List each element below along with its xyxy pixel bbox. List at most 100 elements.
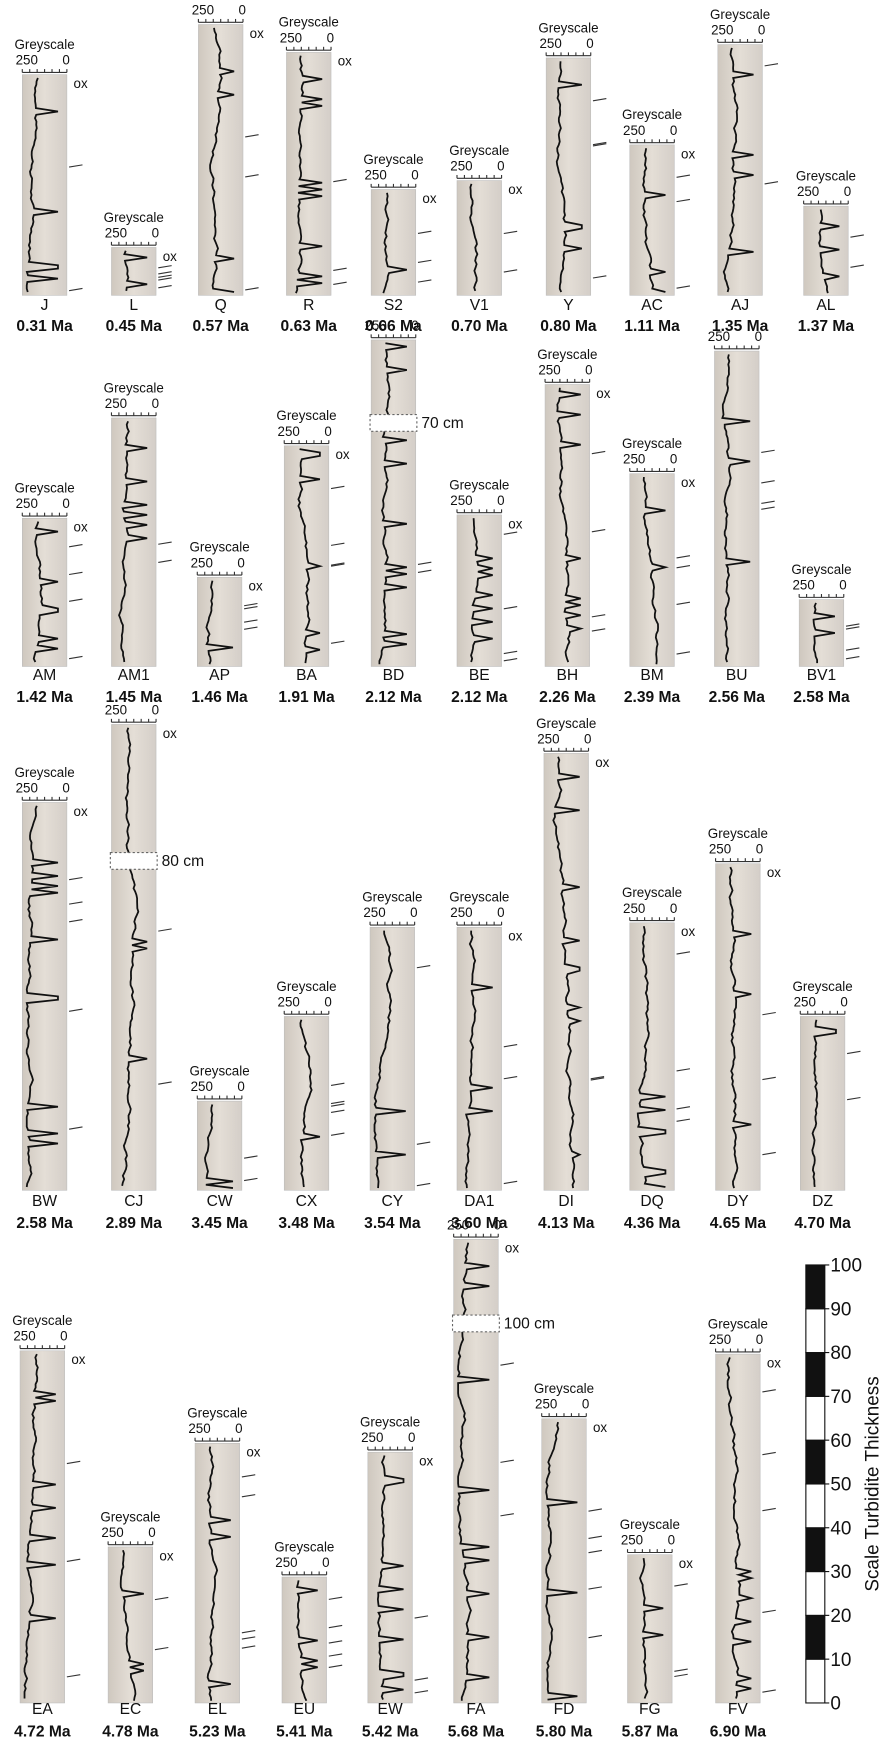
greyscale-trace bbox=[556, 387, 585, 663]
greyscale-trace bbox=[728, 866, 752, 1189]
axis-tick-label: 250 bbox=[623, 452, 645, 467]
turbidite-arrow bbox=[591, 528, 606, 533]
core-name: AL bbox=[816, 297, 835, 314]
axis-tick-label: 0 bbox=[584, 731, 591, 746]
turbidite-arrow bbox=[588, 1535, 602, 1539]
core-age: 0.66 Ma bbox=[365, 318, 422, 335]
turbidite-arrow bbox=[158, 928, 172, 932]
turbidite-arrow bbox=[241, 1630, 256, 1634]
turbidite-arrow bbox=[676, 174, 691, 178]
axis-tick-label: 0 bbox=[586, 36, 593, 51]
turbidite-arrow bbox=[503, 650, 518, 655]
core-age: 5.41 Ma bbox=[276, 1723, 333, 1740]
core-age: 3.54 Ma bbox=[364, 1215, 421, 1232]
core-age: 2.58 Ma bbox=[16, 1215, 73, 1232]
axis-tick-label: 0 bbox=[670, 901, 677, 916]
axis-tick-label: 250 bbox=[192, 2, 214, 17]
turbidite-arrow bbox=[69, 655, 83, 660]
axis-tick-label: 0 bbox=[497, 493, 504, 508]
turbidite-arrow bbox=[676, 1118, 691, 1122]
scale-segment bbox=[805, 1439, 826, 1485]
core-age: 2.56 Ma bbox=[709, 689, 766, 706]
greyscale-trace bbox=[25, 805, 59, 1188]
axis-tick-label: 0 bbox=[494, 1217, 501, 1232]
greyscale-trace bbox=[119, 1549, 145, 1701]
greyscale-trace bbox=[464, 930, 493, 1189]
turbidite-arrow bbox=[158, 1081, 172, 1085]
axis-title: Greyscale bbox=[791, 562, 851, 577]
core-image bbox=[456, 180, 502, 296]
turbidite-arrow bbox=[762, 1451, 776, 1456]
turbidite-arrow bbox=[847, 1050, 861, 1055]
core: 250 0 ox 100 cm FA 5.68 Ma bbox=[447, 1217, 555, 1740]
core-age: 1.35 Ma bbox=[712, 318, 769, 335]
axis-tick-label: 250 bbox=[101, 1525, 123, 1540]
core-image bbox=[194, 1443, 240, 1704]
axis-title: Greyscale bbox=[793, 979, 853, 994]
turbidite-arrow bbox=[158, 541, 172, 545]
core-image bbox=[367, 1451, 413, 1704]
axis-tick-label: 250 bbox=[538, 362, 560, 377]
axis-tick-label: 250 bbox=[535, 1397, 557, 1412]
turbidite-arrow bbox=[69, 598, 83, 602]
core-image bbox=[370, 189, 417, 296]
axis-title: Greyscale bbox=[15, 481, 75, 496]
turbidite-arrow bbox=[66, 1558, 81, 1563]
axis-tick-label: 0 bbox=[668, 1533, 675, 1548]
core: 250 0 BU 2.56 Ma bbox=[708, 329, 775, 706]
turbidite-arrow bbox=[845, 623, 860, 627]
core-image bbox=[798, 599, 845, 667]
greyscale-trace bbox=[812, 602, 835, 664]
axis-tick-label: 0 bbox=[324, 424, 331, 439]
turbidite-arrow bbox=[845, 647, 860, 651]
core-age: 3.60 Ma bbox=[451, 1215, 508, 1232]
turbidite-arrow bbox=[245, 174, 259, 178]
scale-tick-label: 20 bbox=[830, 1606, 851, 1627]
oxidation-label: ox bbox=[338, 54, 352, 69]
oxidation-label: ox bbox=[159, 1548, 173, 1563]
core-image bbox=[629, 922, 675, 1191]
axis-tick-label: 0 bbox=[237, 1079, 244, 1094]
core-name: DY bbox=[727, 1193, 749, 1210]
core-image bbox=[800, 1016, 846, 1191]
core-image bbox=[22, 802, 68, 1191]
core-name: FV bbox=[728, 1701, 749, 1718]
core-age: 4.78 Ma bbox=[102, 1723, 159, 1740]
axis-title: Greyscale bbox=[363, 152, 423, 167]
axis-tick-label: 0 bbox=[844, 184, 851, 199]
greyscale-trace bbox=[555, 61, 583, 293]
scale-segment bbox=[805, 1571, 826, 1616]
turbidite-arrow bbox=[330, 1109, 345, 1113]
axis-title: Greyscale bbox=[538, 20, 598, 35]
core-name: EC bbox=[120, 1701, 142, 1718]
turbidite-arrow bbox=[69, 1008, 83, 1012]
turbidite-arrow bbox=[158, 285, 172, 289]
axis-tick-label: 0 bbox=[756, 842, 763, 857]
axis-tick-label: 0 bbox=[585, 362, 592, 377]
axis-tick-label: 250 bbox=[280, 30, 302, 45]
core-age: 1.37 Ma bbox=[798, 318, 855, 335]
core-gap bbox=[451, 1314, 500, 1333]
scale-segment bbox=[805, 1614, 826, 1660]
core-image bbox=[629, 144, 675, 296]
greyscale-trace bbox=[818, 209, 840, 294]
greyscale-trace bbox=[376, 1455, 405, 1700]
axis-tick-label: 250 bbox=[794, 994, 816, 1009]
core: 250 0 70 cm BD 2.12 Ma bbox=[364, 318, 463, 706]
gap-label: 80 cm bbox=[162, 853, 204, 870]
axis-tick-label: 250 bbox=[364, 318, 386, 333]
core: 250 0 ox Q 0.57 Ma bbox=[192, 2, 264, 335]
axis-title: Greyscale bbox=[276, 979, 336, 994]
greyscale-trace bbox=[32, 521, 59, 663]
turbidite-arrow bbox=[69, 1126, 83, 1130]
greyscale-trace bbox=[209, 27, 235, 293]
core-age: 5.87 Ma bbox=[622, 1723, 679, 1740]
